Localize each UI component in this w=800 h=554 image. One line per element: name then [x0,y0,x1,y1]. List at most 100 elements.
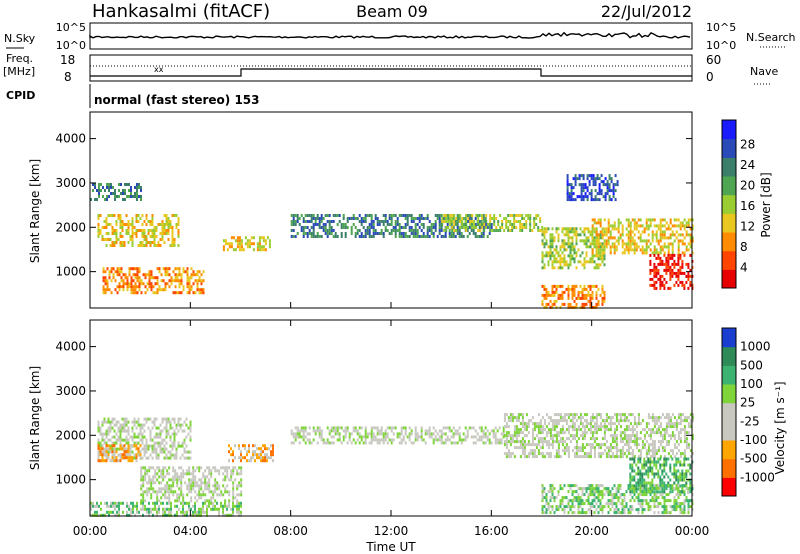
velocity-echo-cell [159,432,162,436]
power-echo-cell [174,276,177,280]
velocity-echo-cell [669,490,672,494]
power-echo-cell [635,224,638,228]
power-echo-cell [561,257,564,261]
velocity-echo-cell [515,416,518,420]
power-echo-cell [334,214,337,217]
velocity-echo-cell [232,499,235,503]
velocity-echo-cell [579,416,582,420]
power-echo-cell [372,232,375,235]
velocity-echo-cell [107,417,110,421]
velocity-echo-cell [615,428,618,432]
velocity-echo-cell [571,511,574,515]
velocity-echo-cell [398,432,401,436]
velocity-echo-cell [553,496,556,500]
velocity-echo-cell [617,496,620,500]
velocity-echo-cell [152,513,154,517]
velocity-echo-cell [585,455,588,459]
velocity-echo-cell [639,455,642,459]
power-echo-cell [149,235,152,238]
velocity-echo-cell [240,493,243,497]
velocity-echo-cell [645,455,648,459]
power-echo-cell [613,251,616,255]
power-echo-cell [606,189,609,193]
power-echo-cell [602,180,605,184]
velocity-echo-cell [671,434,674,438]
velocity-echo-cell [332,435,335,439]
power-echo-cell [615,239,618,243]
power-echo-cell [394,220,397,223]
power-echo-cell [663,242,666,246]
velocity-echo-cell [464,438,467,442]
power-echo-cell [595,242,598,246]
power-echo-cell [180,276,183,280]
power-echo-cell [655,239,658,243]
velocity-echo-cell [615,511,618,515]
velocity-echo-cell [581,434,584,438]
velocity-echo-cell [238,444,240,448]
power-echo-cell [639,224,642,228]
velocity-echo-cell [571,490,574,494]
velocity-echo-cell [141,441,144,445]
velocity-echo-cell [145,456,148,460]
power-echo-cell [126,279,129,283]
velocity-echo-cell [685,437,688,441]
velocity-echo-cell [551,484,554,488]
velocity-echo-cell [142,484,145,488]
power-echo-cell [406,235,409,238]
power-echo-cell [164,285,167,289]
velocity-echo-cell [156,478,159,482]
velocity-echo-cell [541,490,544,494]
power-echo-cell [150,276,153,280]
velocity-echo-cell [462,438,465,442]
velocity-echo-cell [615,443,618,447]
velocity-echo-cell [581,490,584,494]
velocity-echo-cell [145,438,148,442]
velocity-echo-cell [300,426,303,430]
velocity-echo-cell [192,484,195,488]
power-echo-cell [605,227,608,231]
power-echo-cell [124,273,127,277]
power-echo-cell [627,251,630,255]
power-echo-layer [90,174,694,309]
power-echo-cell [123,223,126,226]
velocity-echo-cell [613,437,616,441]
power-echo-cell [410,229,413,232]
velocity-echo-cell [101,435,104,439]
velocity-echo-cell [90,504,92,508]
velocity-echo-cell [324,441,327,445]
velocity-echo-cell [177,423,180,427]
velocity-echo-cell [346,429,349,433]
power-echo-cell [222,248,225,252]
velocity-echo-cell [675,463,678,467]
power-echo-cell [104,270,107,274]
power-echo-cell [366,232,369,235]
power-echo-cell [104,189,106,192]
power-echo-cell [586,186,589,190]
velocity-echo-cell [633,484,636,488]
power-echo-cell [485,226,488,229]
power-echo-cell [609,248,612,252]
power-echo-cell [563,248,566,252]
velocity-echo-cell [129,453,132,457]
power-echo-cell [665,265,668,269]
power-echo-cell [569,242,572,246]
velocity-echo-cell [653,419,656,423]
power-echo-cell [657,224,660,228]
power-echo-cell [679,239,682,243]
velocity-echo-cell [140,484,143,488]
velocity-echo-cell [230,447,232,451]
velocity-echo-cell [171,441,174,445]
velocity-echo-cell [115,441,118,445]
velocity-echo-cell [334,426,337,430]
power-echo-cell [148,276,151,280]
power-echo-cell [180,279,183,283]
power-echo-cell [583,305,586,309]
velocity-echo-cell [615,508,618,512]
power-echo-cell [567,305,570,309]
power-echo-cell [673,253,676,257]
velocity-echo-cell [330,426,333,430]
power-echo-cell [484,223,487,226]
velocity-echo-cell [101,450,104,454]
velocity-echo-cell [625,505,628,509]
velocity-echo-cell [569,413,572,417]
